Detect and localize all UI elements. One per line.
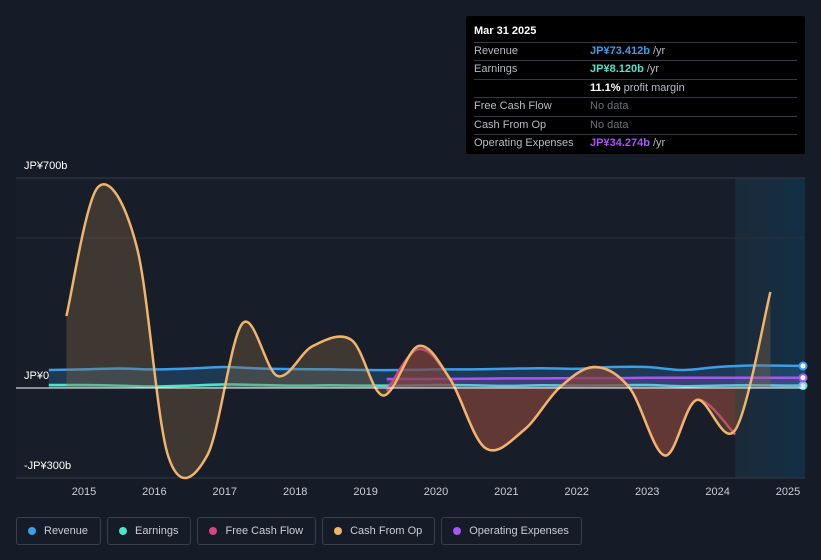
chart-legend: Revenue Earnings Free Cash Flow Cash From O…	[16, 517, 582, 547]
x-tick-label: 2015	[72, 486, 96, 498]
legend-item-earnings[interactable]: Earnings	[107, 517, 192, 545]
x-tick-label: 2024	[705, 486, 729, 498]
x-tick-label: 2022	[565, 486, 589, 498]
tooltip-row-label: Operating Expenses	[474, 136, 574, 149]
tooltip-rows: Revenue JP¥73.412b/yr Earnings JP¥8.120b/yr…	[474, 42, 797, 152]
tooltip-row-label: Cash From Op	[474, 118, 547, 131]
legend-label: Earnings	[135, 525, 179, 537]
x-tick-label: 2018	[283, 486, 307, 498]
tooltip-row: Free Cash Flow No data	[474, 97, 797, 115]
legend-dot-icon	[453, 527, 462, 535]
tooltip-row-label	[474, 80, 590, 97]
legend-item-operating-expenses[interactable]: Operating Expenses	[441, 517, 582, 545]
x-tick-label: 2019	[353, 486, 377, 498]
series-layer	[48, 183, 808, 480]
x-tick-label: 2023	[635, 486, 659, 498]
tooltip-row-value: No data	[590, 100, 629, 113]
y-tick-label-top: JP¥700b	[24, 160, 68, 172]
x-tick-label: 2016	[142, 486, 166, 498]
series-cash-from-op	[65, 183, 772, 480]
tooltip-row-value: JP¥34.274b	[590, 136, 650, 149]
x-tick-label: 2017	[213, 486, 237, 498]
hover-tooltip: Mar 31 2025 Revenue JP¥73.412b/yr Earnings…	[466, 16, 805, 154]
tooltip-row-unit: /yr	[652, 45, 666, 57]
legend-dot-icon	[209, 527, 218, 535]
series-line-cash-from-op	[65, 183, 772, 480]
forecast-region	[735, 178, 805, 478]
x-tick-label: 2025	[776, 486, 800, 498]
legend-label: Cash From Op	[350, 525, 423, 537]
tooltip-row: 11.1% profit margin	[474, 78, 797, 97]
legend-label: Operating Expenses	[469, 525, 569, 537]
tooltip-row-unit: profit margin	[623, 81, 685, 94]
x-tick-label: 2020	[424, 486, 448, 498]
tooltip-row-value: No data	[590, 118, 629, 131]
legend-item-revenue[interactable]: Revenue	[16, 517, 102, 545]
legend-item-cash-from-op[interactable]: Cash From Op	[322, 517, 436, 545]
x-tick-label: 2021	[494, 486, 518, 498]
tooltip-row: Revenue JP¥73.412b/yr	[474, 42, 797, 60]
y-tick-label-zero: JP¥0	[24, 370, 50, 382]
series-end-marker-revenue	[798, 361, 808, 371]
legend-dot-icon	[119, 527, 128, 535]
legend-dot-icon	[334, 527, 343, 535]
tooltip-row-unit: /yr	[646, 63, 660, 76]
tooltip-row: Earnings JP¥8.120b/yr	[474, 60, 797, 78]
tooltip-row-value: 11.1%	[590, 81, 621, 94]
legend-dot-icon	[28, 527, 36, 535]
legend-label: Revenue	[44, 525, 89, 537]
tooltip-row-value: JP¥8.120b	[590, 63, 644, 76]
tooltip-row-label: Free Cash Flow	[474, 100, 552, 113]
legend-label: Free Cash Flow	[225, 525, 304, 537]
legend-item-free-cash-flow[interactable]: Free Cash Flow	[197, 517, 317, 545]
y-tick-label-bottom: -JP¥300b	[24, 460, 72, 472]
tooltip-row: Operating Expenses JP¥34.274b/yr	[474, 133, 797, 152]
tooltip-row-unit: /yr	[652, 136, 666, 149]
x-axis-ticks: 2015 2016 2017 2018 2019 2020 2021 2022 2023 2024…	[72, 486, 800, 498]
tooltip-row-value: JP¥73.412b	[590, 45, 650, 57]
tooltip-date: Mar 31 2025	[474, 25, 537, 37]
tooltip-row-label: Earnings	[474, 63, 518, 76]
series-end-marker-operating-expenses	[798, 373, 808, 383]
tooltip-row-label: Revenue	[474, 45, 519, 57]
tooltip-row: Cash From Op No data	[474, 115, 797, 134]
